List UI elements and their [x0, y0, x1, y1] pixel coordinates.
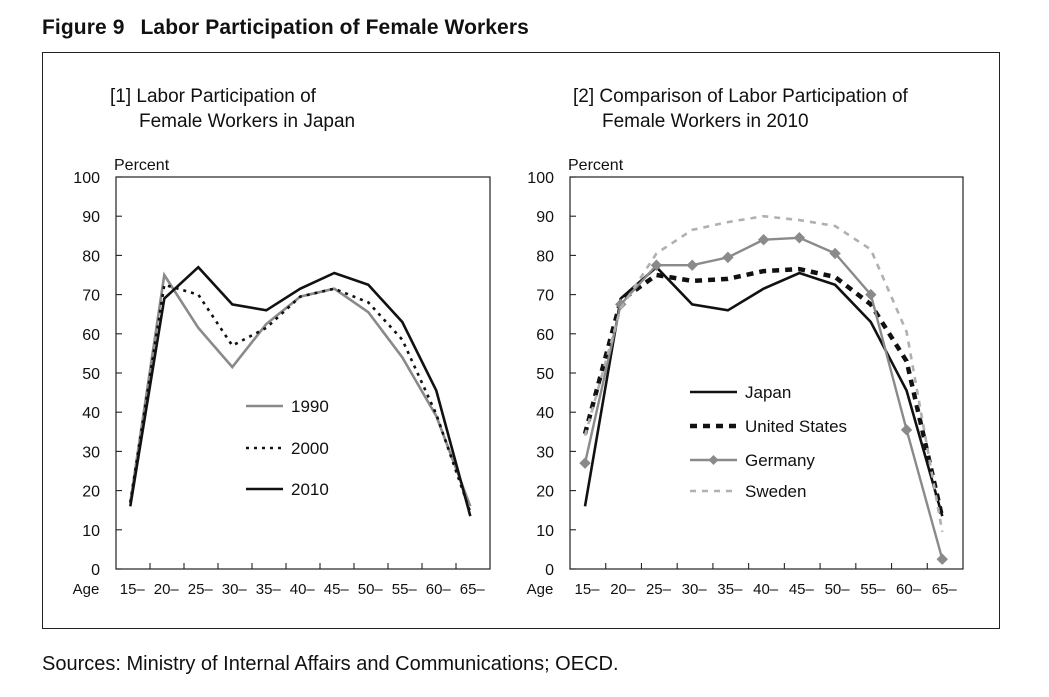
x-tick-label: 20– — [610, 581, 636, 598]
legend-label: Sweden — [745, 482, 806, 501]
data-point-marker — [936, 553, 948, 565]
x-tick-label: 35– — [256, 581, 282, 598]
series-line-united-states — [582, 266, 945, 519]
plot-frame — [569, 176, 964, 570]
chart-title-line1: [1] Labor Participation of — [110, 86, 317, 107]
legend-marker — [708, 455, 719, 465]
x-tick-label: 45– — [324, 581, 350, 598]
series-line-2000 — [129, 283, 472, 513]
sources-note: Sources: Ministry of Internal Affairs an… — [42, 653, 619, 675]
y-tick-label: 10 — [82, 523, 100, 540]
y-tick-label: 100 — [73, 170, 100, 187]
y-tick-label: 10 — [536, 523, 554, 540]
y-tick-label: 30 — [82, 444, 100, 461]
y-tick-label: 20 — [536, 484, 554, 501]
series-line-1990 — [129, 271, 472, 507]
plot-frame — [115, 176, 491, 570]
y-tick-label: 90 — [82, 209, 100, 226]
x-tick-label: 40– — [753, 581, 779, 598]
x-tick-label: 40– — [290, 581, 316, 598]
x-axis-label: Age — [527, 581, 554, 598]
y-tick-label: 40 — [82, 405, 100, 422]
data-point-marker — [722, 251, 734, 264]
x-tick-label: 60– — [426, 581, 452, 598]
legend-label: Japan — [745, 383, 791, 402]
legend-label: 2010 — [291, 480, 329, 499]
data-point-marker — [686, 259, 698, 271]
x-tick-label: 15– — [574, 581, 600, 598]
chart-1: [1] Labor Participation of Female Workers… — [73, 86, 491, 598]
data-point-marker — [579, 457, 591, 469]
data-point-marker — [650, 259, 663, 271]
x-tick-label: 55– — [860, 581, 886, 598]
figure-title-text: Labor Participation of Female Workers — [140, 16, 529, 39]
y-tick-label: 70 — [536, 288, 554, 305]
data-point-marker — [615, 298, 627, 311]
x-axis-label: Age — [73, 581, 100, 598]
chart-2: [2] Comparison of Labor Participation of… — [527, 86, 964, 598]
data-point-marker — [900, 424, 913, 436]
x-tick-label: 30– — [682, 581, 708, 598]
x-tick-label: 65– — [932, 581, 958, 598]
chart-title-line1: [2] Comparison of Labor Participation of — [573, 86, 909, 107]
y-axis-label: Percent — [568, 157, 624, 174]
y-axis-label: Percent — [114, 157, 170, 174]
legend-label: 2000 — [291, 439, 329, 458]
x-tick-label: 25– — [646, 581, 672, 598]
y-tick-label: 20 — [82, 484, 100, 501]
x-tick-label: 60– — [896, 581, 922, 598]
legend-label: 1990 — [291, 397, 329, 416]
y-tick-label: 50 — [536, 366, 554, 383]
x-tick-label: 45– — [789, 581, 815, 598]
chart-title-line2: Female Workers in Japan — [139, 111, 355, 132]
data-point-marker — [829, 247, 841, 260]
data-point-marker — [757, 234, 770, 246]
y-tick-label: 60 — [82, 327, 100, 344]
y-tick-label: 100 — [527, 170, 554, 187]
chart-title-line2: Female Workers in 2010 — [602, 111, 809, 132]
x-tick-label: 25– — [188, 581, 214, 598]
data-point-marker — [865, 288, 877, 301]
y-tick-label: 50 — [82, 366, 100, 383]
y-tick-label: 80 — [82, 248, 100, 265]
y-tick-label: 40 — [536, 405, 554, 422]
legend-label: Germany — [745, 451, 815, 470]
legend-label: United States — [745, 417, 847, 436]
x-tick-label: 20– — [154, 581, 180, 598]
x-tick-label: 65– — [460, 581, 486, 598]
x-tick-label: 15– — [120, 581, 146, 598]
x-tick-label: 50– — [358, 581, 384, 598]
y-tick-label: 60 — [536, 327, 554, 344]
y-tick-label: 80 — [536, 248, 554, 265]
x-tick-label: 35– — [717, 581, 743, 598]
y-tick-label: 30 — [536, 444, 554, 461]
y-tick-label: 70 — [82, 288, 100, 305]
x-tick-label: 55– — [392, 581, 418, 598]
figure-number: Figure 9 — [42, 16, 125, 39]
y-tick-label: 0 — [545, 562, 554, 579]
x-tick-label: 30– — [222, 581, 248, 598]
series-line-2010 — [129, 265, 472, 517]
series-line-sweden — [583, 214, 944, 533]
figure-title: Figure 9 Labor Participation of Female Wo… — [42, 16, 529, 40]
x-tick-label: 50– — [825, 581, 851, 598]
y-tick-label: 0 — [91, 562, 100, 579]
data-point-marker — [793, 232, 806, 244]
y-tick-label: 90 — [536, 209, 554, 226]
figure-frame — [42, 52, 1000, 629]
